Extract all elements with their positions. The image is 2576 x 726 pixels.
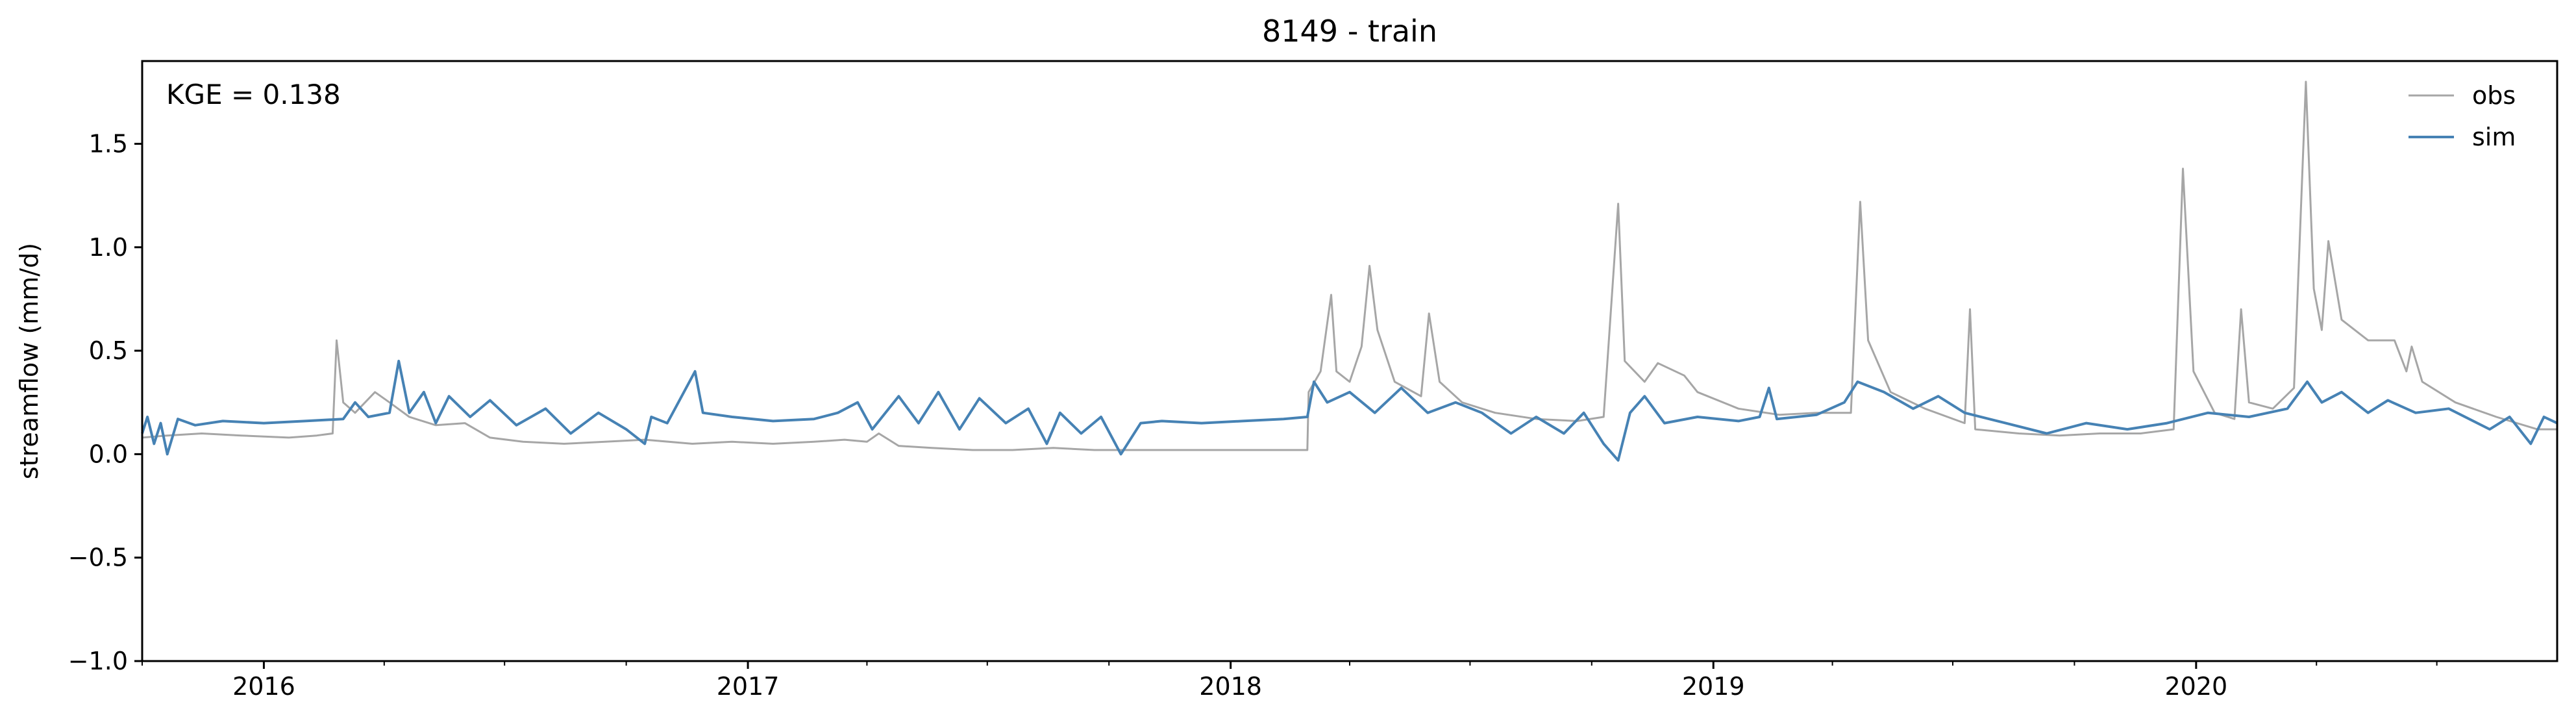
- y-tick-label: −1.0: [68, 647, 128, 675]
- y-tick-label: 0.5: [89, 336, 128, 365]
- x-tick-label: 2019: [1682, 672, 1745, 701]
- legend: obs sim: [2409, 81, 2516, 151]
- plot-frame: [141, 60, 2558, 662]
- x-tick-label: 2020: [2164, 672, 2227, 701]
- x-tick-label: 2017: [717, 672, 780, 701]
- y-axis-label: streamflow (mm/d): [15, 243, 43, 479]
- y-tick-label: −0.5: [68, 544, 128, 572]
- y-tick-label: 0.0: [89, 440, 128, 468]
- y-tick-label: 1.5: [89, 129, 128, 158]
- legend-obs-label: obs: [2472, 81, 2516, 110]
- y-tick-label: 1.0: [89, 233, 128, 262]
- legend-sim-label: sim: [2472, 123, 2516, 151]
- y-axis-ticks: −1.0 −0.5 0.0 0.5 1.0 1.5: [68, 129, 142, 675]
- x-axis-ticks: 2016 2017 2018 2019 2020: [142, 661, 2438, 701]
- sim-series-line: [141, 360, 2558, 462]
- plot-area: [141, 81, 2558, 462]
- kge-annotation: KGE = 0.138: [166, 79, 341, 110]
- x-tick-label: 2018: [1199, 672, 1262, 701]
- chart-title: 8149 - train: [1262, 14, 1437, 49]
- obs-series-line: [142, 81, 2557, 451]
- x-tick-label: 2016: [232, 672, 295, 701]
